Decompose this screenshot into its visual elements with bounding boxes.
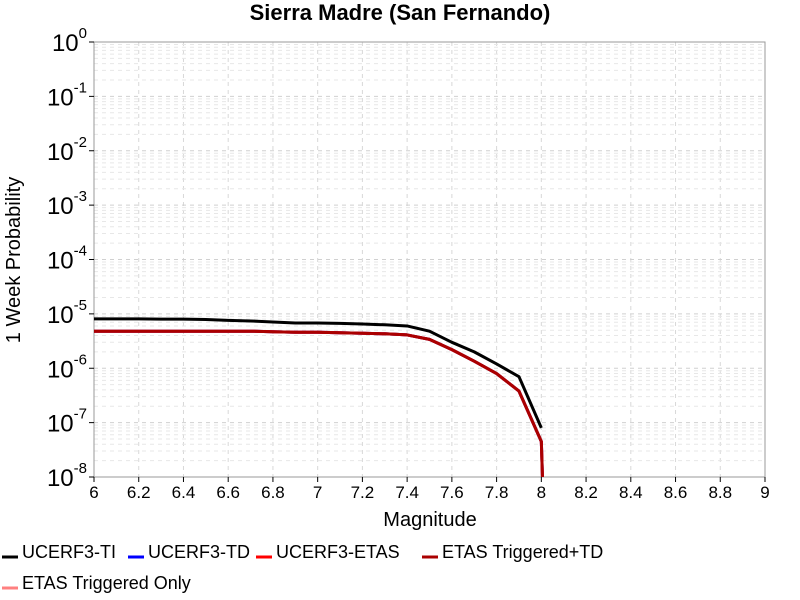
x-axis-label: Magnitude <box>383 509 476 531</box>
y-tick-label: 10-3 <box>47 188 87 220</box>
legend-label: ETAS Triggered+TD <box>442 542 603 562</box>
y-tick-label: 10-4 <box>47 243 87 275</box>
x-tick-label: 8.4 <box>619 483 643 502</box>
series-line-4 <box>94 329 544 478</box>
legend-label: UCERF3-TD <box>148 542 250 562</box>
x-tick-label: 8.8 <box>708 483 732 502</box>
legend-label: UCERF3-TI <box>22 542 116 562</box>
y-axis-ticks: 100 10-1 10-2 10-3 10-4 10-5 10-6 10-7 10-8 <box>47 25 94 492</box>
grid <box>93 42 766 478</box>
x-tick-label: 7.4 <box>395 483 419 502</box>
series-lines <box>94 317 544 478</box>
y-tick-label: 100 <box>52 25 87 57</box>
legend-item-2: UCERF3-TD <box>128 542 250 562</box>
series-line-1 <box>94 317 543 429</box>
legend-label: UCERF3-ETAS <box>276 542 400 562</box>
y-tick-label: 10-2 <box>47 134 87 166</box>
x-tick-label: 6.6 <box>216 483 240 502</box>
y-tick-label: 10-8 <box>47 460 87 492</box>
x-tick-label: 8.2 <box>574 483 598 502</box>
x-tick-label: 8 <box>537 483 546 502</box>
x-tick-label: 6.8 <box>261 483 285 502</box>
x-tick-label: 6.2 <box>127 483 151 502</box>
legend-item-5: ETAS Triggered Only <box>2 573 191 593</box>
y-tick-label: 10-5 <box>47 297 87 329</box>
x-tick-label: 8.6 <box>664 483 688 502</box>
y-tick-label: 10-1 <box>47 79 87 111</box>
x-tick-label: 6.4 <box>172 483 196 502</box>
x-axis-ticks: 6 6.2 6.4 6.6 6.8 7 7.2 7.4 7.6 7.8 8 8.2 8.4 8.6 8.8 9 <box>89 477 770 502</box>
y-tick-label: 10-7 <box>47 406 87 438</box>
legend-label: ETAS Triggered Only <box>22 573 191 593</box>
y-tick-label: 10-6 <box>47 351 87 383</box>
legend: UCERF3-TI UCERF3-TD UCERF3-ETAS ETAS Trigge… <box>2 542 603 593</box>
legend-item-1: UCERF3-TI <box>2 542 116 562</box>
y-axis-label: 1 Week Probability <box>3 177 25 343</box>
x-tick-label: 7 <box>313 483 322 502</box>
chart-title: Sierra Madre (San Fernando) <box>250 0 551 25</box>
x-tick-label: 7.6 <box>440 483 464 502</box>
legend-item-3: UCERF3-ETAS <box>256 542 400 562</box>
x-tick-label: 9 <box>760 483 769 502</box>
legend-item-4: ETAS Triggered+TD <box>422 542 603 562</box>
x-tick-label: 6 <box>89 483 98 502</box>
x-tick-label: 7.2 <box>351 483 375 502</box>
x-tick-label: 7.8 <box>485 483 509 502</box>
